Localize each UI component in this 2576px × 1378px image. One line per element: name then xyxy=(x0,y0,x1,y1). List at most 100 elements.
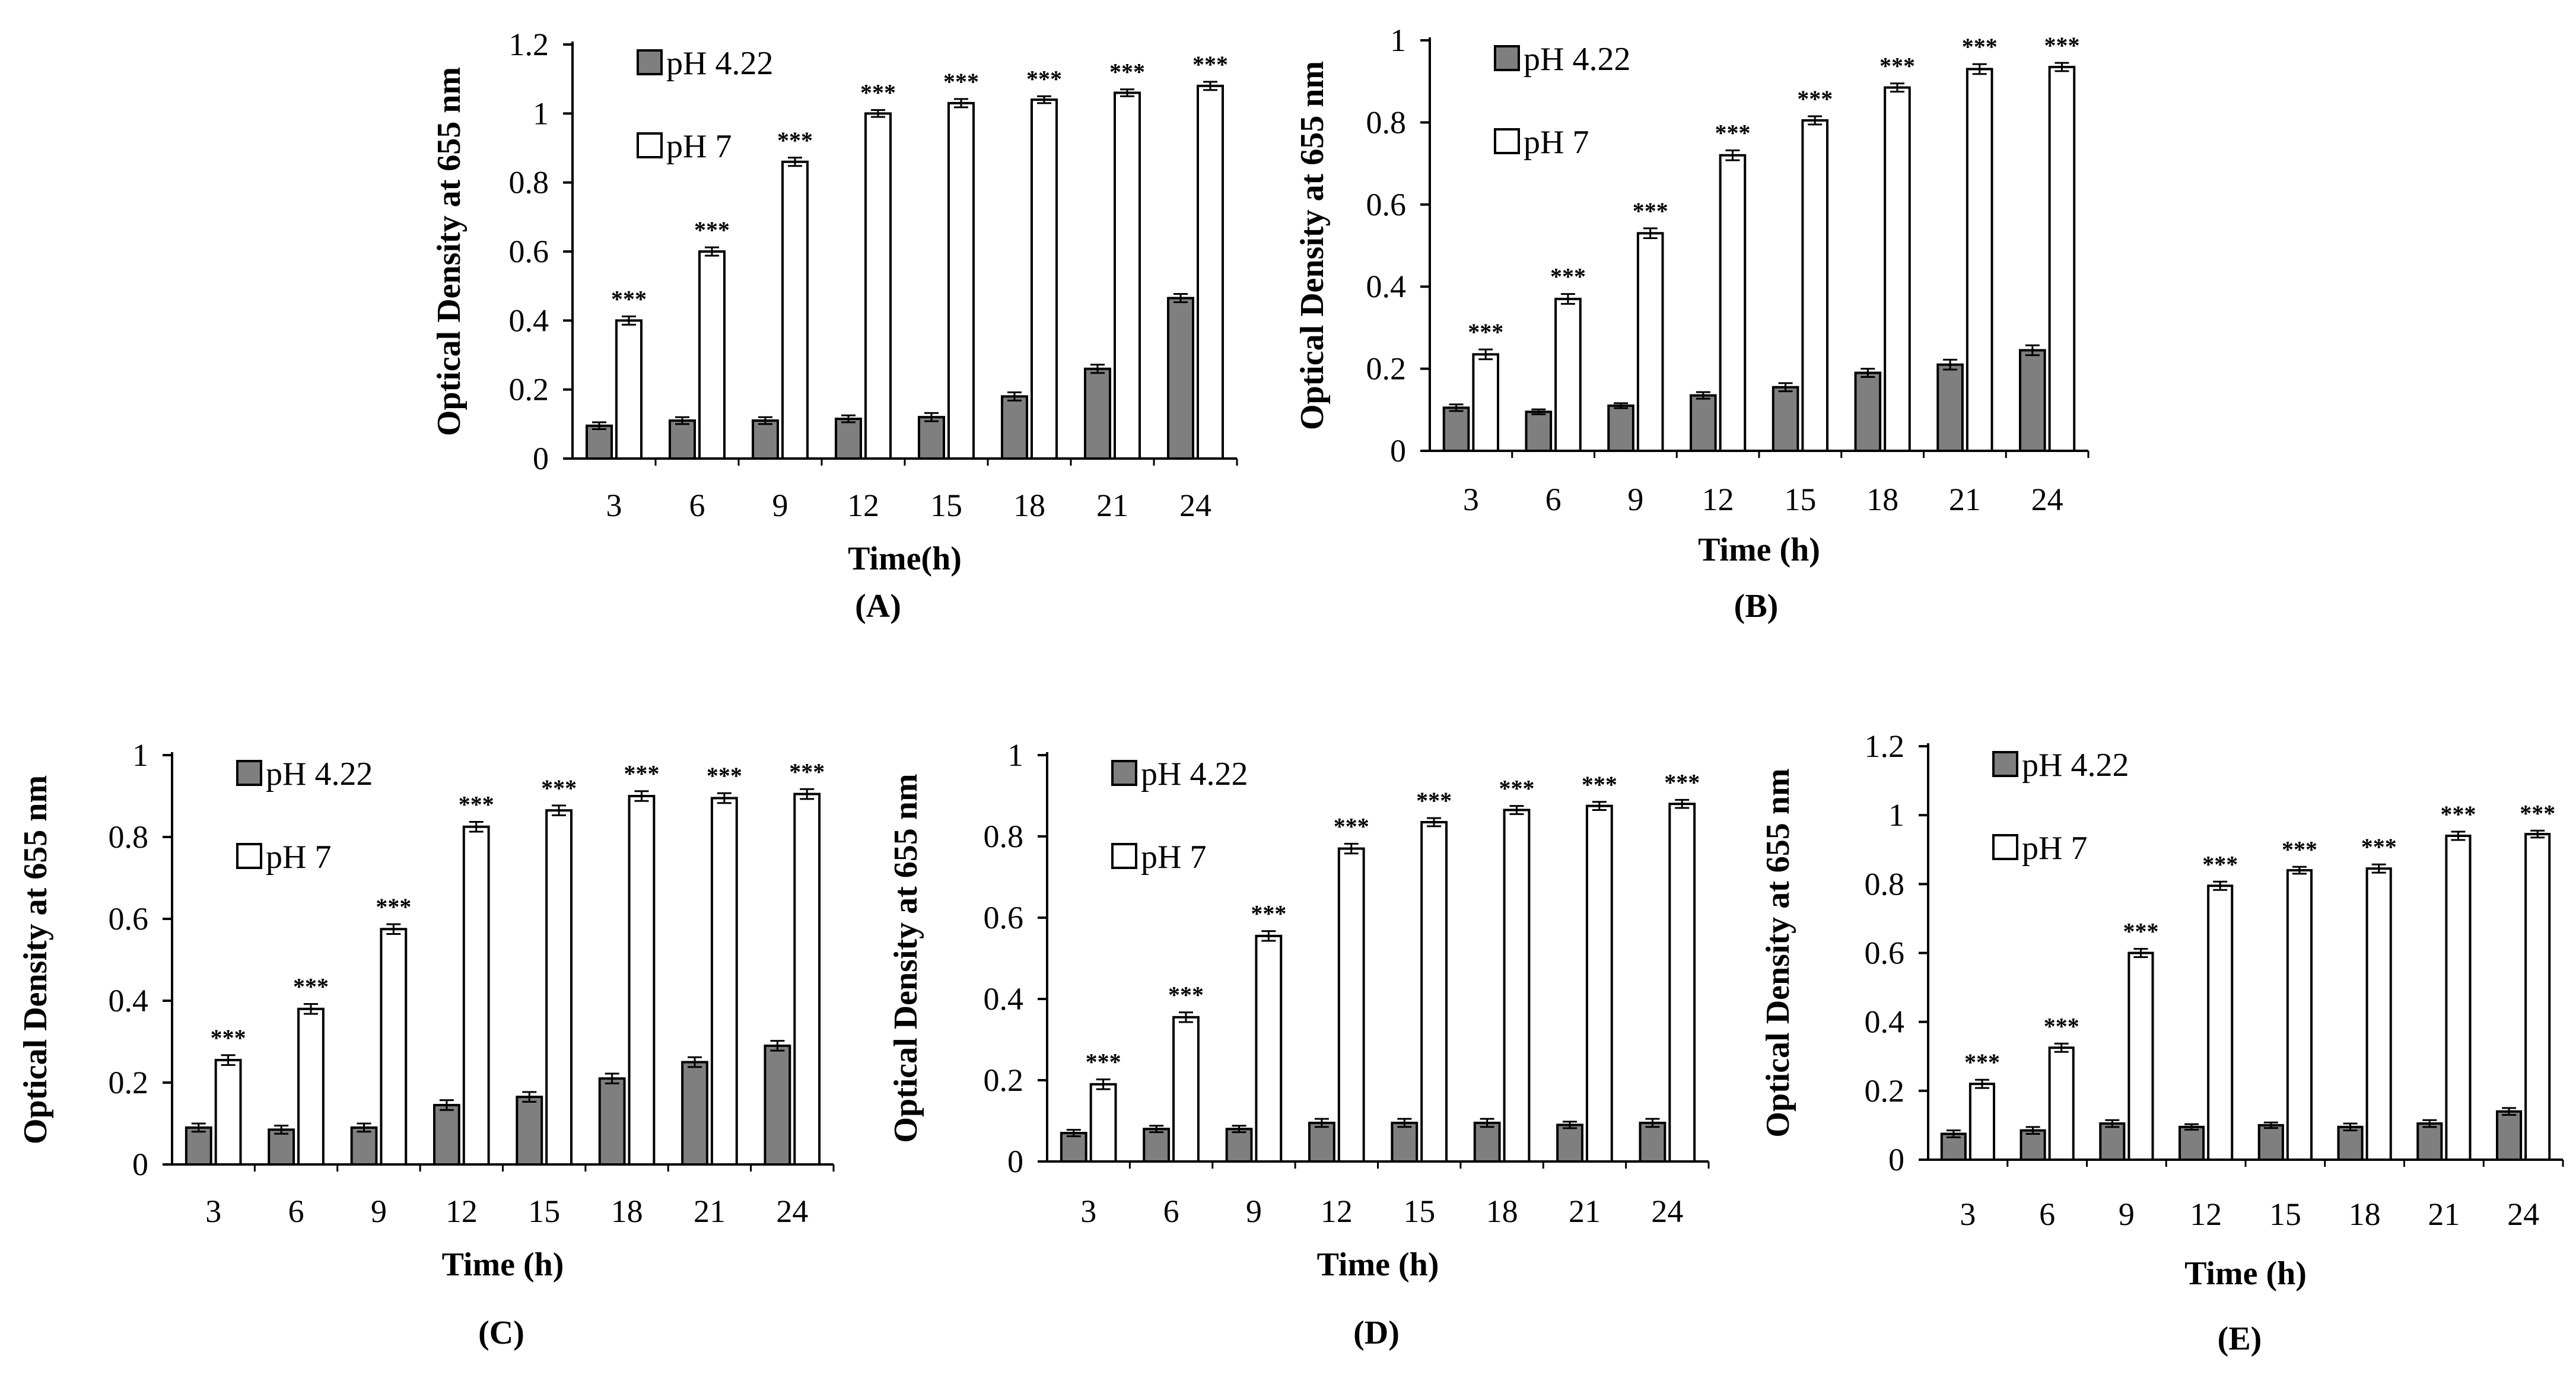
significance-label: *** xyxy=(1879,53,1915,79)
legend-swatch-ph7 xyxy=(1111,843,1137,869)
bar-ph7 xyxy=(793,793,821,1166)
bar-ph7 xyxy=(1255,934,1283,1163)
bar-ph7 xyxy=(698,250,726,460)
significance-label: *** xyxy=(1550,263,1586,290)
x-tick-label: 12 xyxy=(2190,1196,2222,1232)
y-tick-label: 0.8 xyxy=(1865,866,1905,902)
x-tick-label: 12 xyxy=(847,488,879,523)
bar-ph7 xyxy=(615,319,643,460)
bar-ph7 xyxy=(1089,1083,1117,1163)
significance-label: *** xyxy=(541,775,577,801)
chart-panel-e: 0 0.2 0.4 0.6 0.8 1 1.2 3 6 9 12 15 18 21 24 *** *** *** *… xyxy=(1760,728,2564,1357)
significance-label: *** xyxy=(1468,319,1503,345)
x-tick-label: 3 xyxy=(1960,1196,1976,1232)
x-tick-label: 15 xyxy=(1403,1194,1435,1229)
y-tick-label: 1 xyxy=(1007,737,1023,773)
significance-label: *** xyxy=(2123,918,2158,945)
y-axis-title: Optical Density at 655 nm xyxy=(1294,61,1331,430)
bar-ph422 xyxy=(681,1061,708,1166)
bar-ph422 xyxy=(2337,1125,2364,1161)
bar-ph422 xyxy=(2099,1122,2126,1161)
x-axis-title: Time (h) xyxy=(1698,532,1820,568)
legend-label: pH 7 xyxy=(1141,839,1206,876)
bar-ph422 xyxy=(1167,297,1194,460)
x-tick-label: 21 xyxy=(1949,482,1981,517)
significance-label: *** xyxy=(2361,833,2397,860)
bar-ph7 xyxy=(1585,804,1613,1163)
bar-ph7 xyxy=(1031,98,1058,460)
bar-ph7 xyxy=(864,112,892,460)
bar-ph7 xyxy=(1968,1083,1995,1161)
significance-label: *** xyxy=(943,68,979,95)
x-tick-label: 6 xyxy=(2039,1196,2055,1232)
bar-ph422 xyxy=(1442,406,1470,453)
bar-ph7 xyxy=(2127,951,2154,1161)
bar-ph7 xyxy=(947,101,975,460)
bar-ph422 xyxy=(1225,1128,1253,1163)
x-tick-label: 6 xyxy=(689,488,705,523)
bar-ph7 xyxy=(1801,119,1828,452)
bar-ph422 xyxy=(752,419,779,460)
bar-ph7 xyxy=(1966,68,1993,452)
significance-label: *** xyxy=(611,285,647,312)
x-tick-label: 12 xyxy=(446,1194,478,1229)
significance-label: *** xyxy=(1664,769,1700,795)
legend-swatch-ph422 xyxy=(1992,751,2018,777)
bar-ph422 xyxy=(598,1077,626,1166)
significance-label: *** xyxy=(2202,851,2238,877)
y-tick-label: 0 xyxy=(1390,433,1406,469)
bar-ph422 xyxy=(1473,1121,1501,1163)
legend-label: pH 4.22 xyxy=(266,756,373,793)
y-axis-title: Optical Density at 655 nm xyxy=(431,67,468,436)
bar-ph7 xyxy=(214,1059,242,1166)
bar-ph422 xyxy=(1690,394,1717,453)
x-tick-label: 6 xyxy=(1545,482,1561,517)
bar-ph422 xyxy=(1772,386,1799,452)
panel-label: (D) xyxy=(1353,1315,1400,1351)
y-tick-label: 1.2 xyxy=(509,27,549,62)
significance-label: *** xyxy=(293,973,329,1000)
significance-label: *** xyxy=(459,791,494,817)
bar-ph7 xyxy=(1636,232,1664,452)
significance-label: *** xyxy=(1797,85,1833,112)
bar-ph7 xyxy=(1197,84,1224,460)
y-tick-label: 0.6 xyxy=(1366,187,1407,222)
significance-label: *** xyxy=(789,758,825,785)
significance-label: *** xyxy=(1251,900,1286,927)
bar-ph422 xyxy=(433,1103,460,1166)
y-tick-label: 1.2 xyxy=(1865,728,1905,764)
bar-ph7 xyxy=(1114,91,1141,460)
y-tick-label: 0.8 xyxy=(1366,104,1407,140)
x-tick-label: 15 xyxy=(528,1194,560,1229)
y-axis-title: Optical Density at 655 nm xyxy=(888,774,924,1143)
bar-ph7 xyxy=(628,795,656,1166)
bar-ph422 xyxy=(1143,1128,1171,1163)
chart-panel-c: 0 0.2 0.4 0.6 0.8 1 3 6 9 12 15 18 21 24 *** *** *** *** *… xyxy=(17,737,835,1351)
legend-swatch-ph422 xyxy=(1111,760,1137,786)
bar-ph7 xyxy=(545,809,573,1166)
y-tick-label: 0.4 xyxy=(509,303,549,338)
y-tick-label: 0.2 xyxy=(509,372,549,408)
y-tick-label: 0.2 xyxy=(109,1065,149,1100)
bar-ph7 xyxy=(297,1007,325,1166)
bar-ph422 xyxy=(586,424,613,460)
x-axis-title: Time (h) xyxy=(442,1246,564,1283)
bar-ph422 xyxy=(1607,404,1634,453)
y-tick-label: 0 xyxy=(533,441,549,476)
bar-ph7 xyxy=(781,160,809,460)
x-tick-label: 21 xyxy=(1096,488,1128,523)
x-tick-label: 18 xyxy=(1866,482,1898,517)
bar-ph7 xyxy=(2048,1046,2075,1161)
x-tick-label: 9 xyxy=(371,1194,387,1229)
x-axis-title: Time (h) xyxy=(1317,1246,1439,1283)
significance-label: *** xyxy=(694,217,730,243)
bar-ph7 xyxy=(1719,154,1747,452)
bar-ph422 xyxy=(1084,367,1111,460)
bar-ph7 xyxy=(2524,833,2551,1161)
y-tick-label: 1 xyxy=(533,96,549,131)
significance-label: *** xyxy=(2044,1013,2079,1039)
significance-label: *** xyxy=(1499,775,1534,802)
x-tick-label: 18 xyxy=(2349,1196,2381,1232)
y-tick-label: 0.2 xyxy=(1865,1073,1905,1109)
bar-ph422 xyxy=(516,1096,543,1166)
